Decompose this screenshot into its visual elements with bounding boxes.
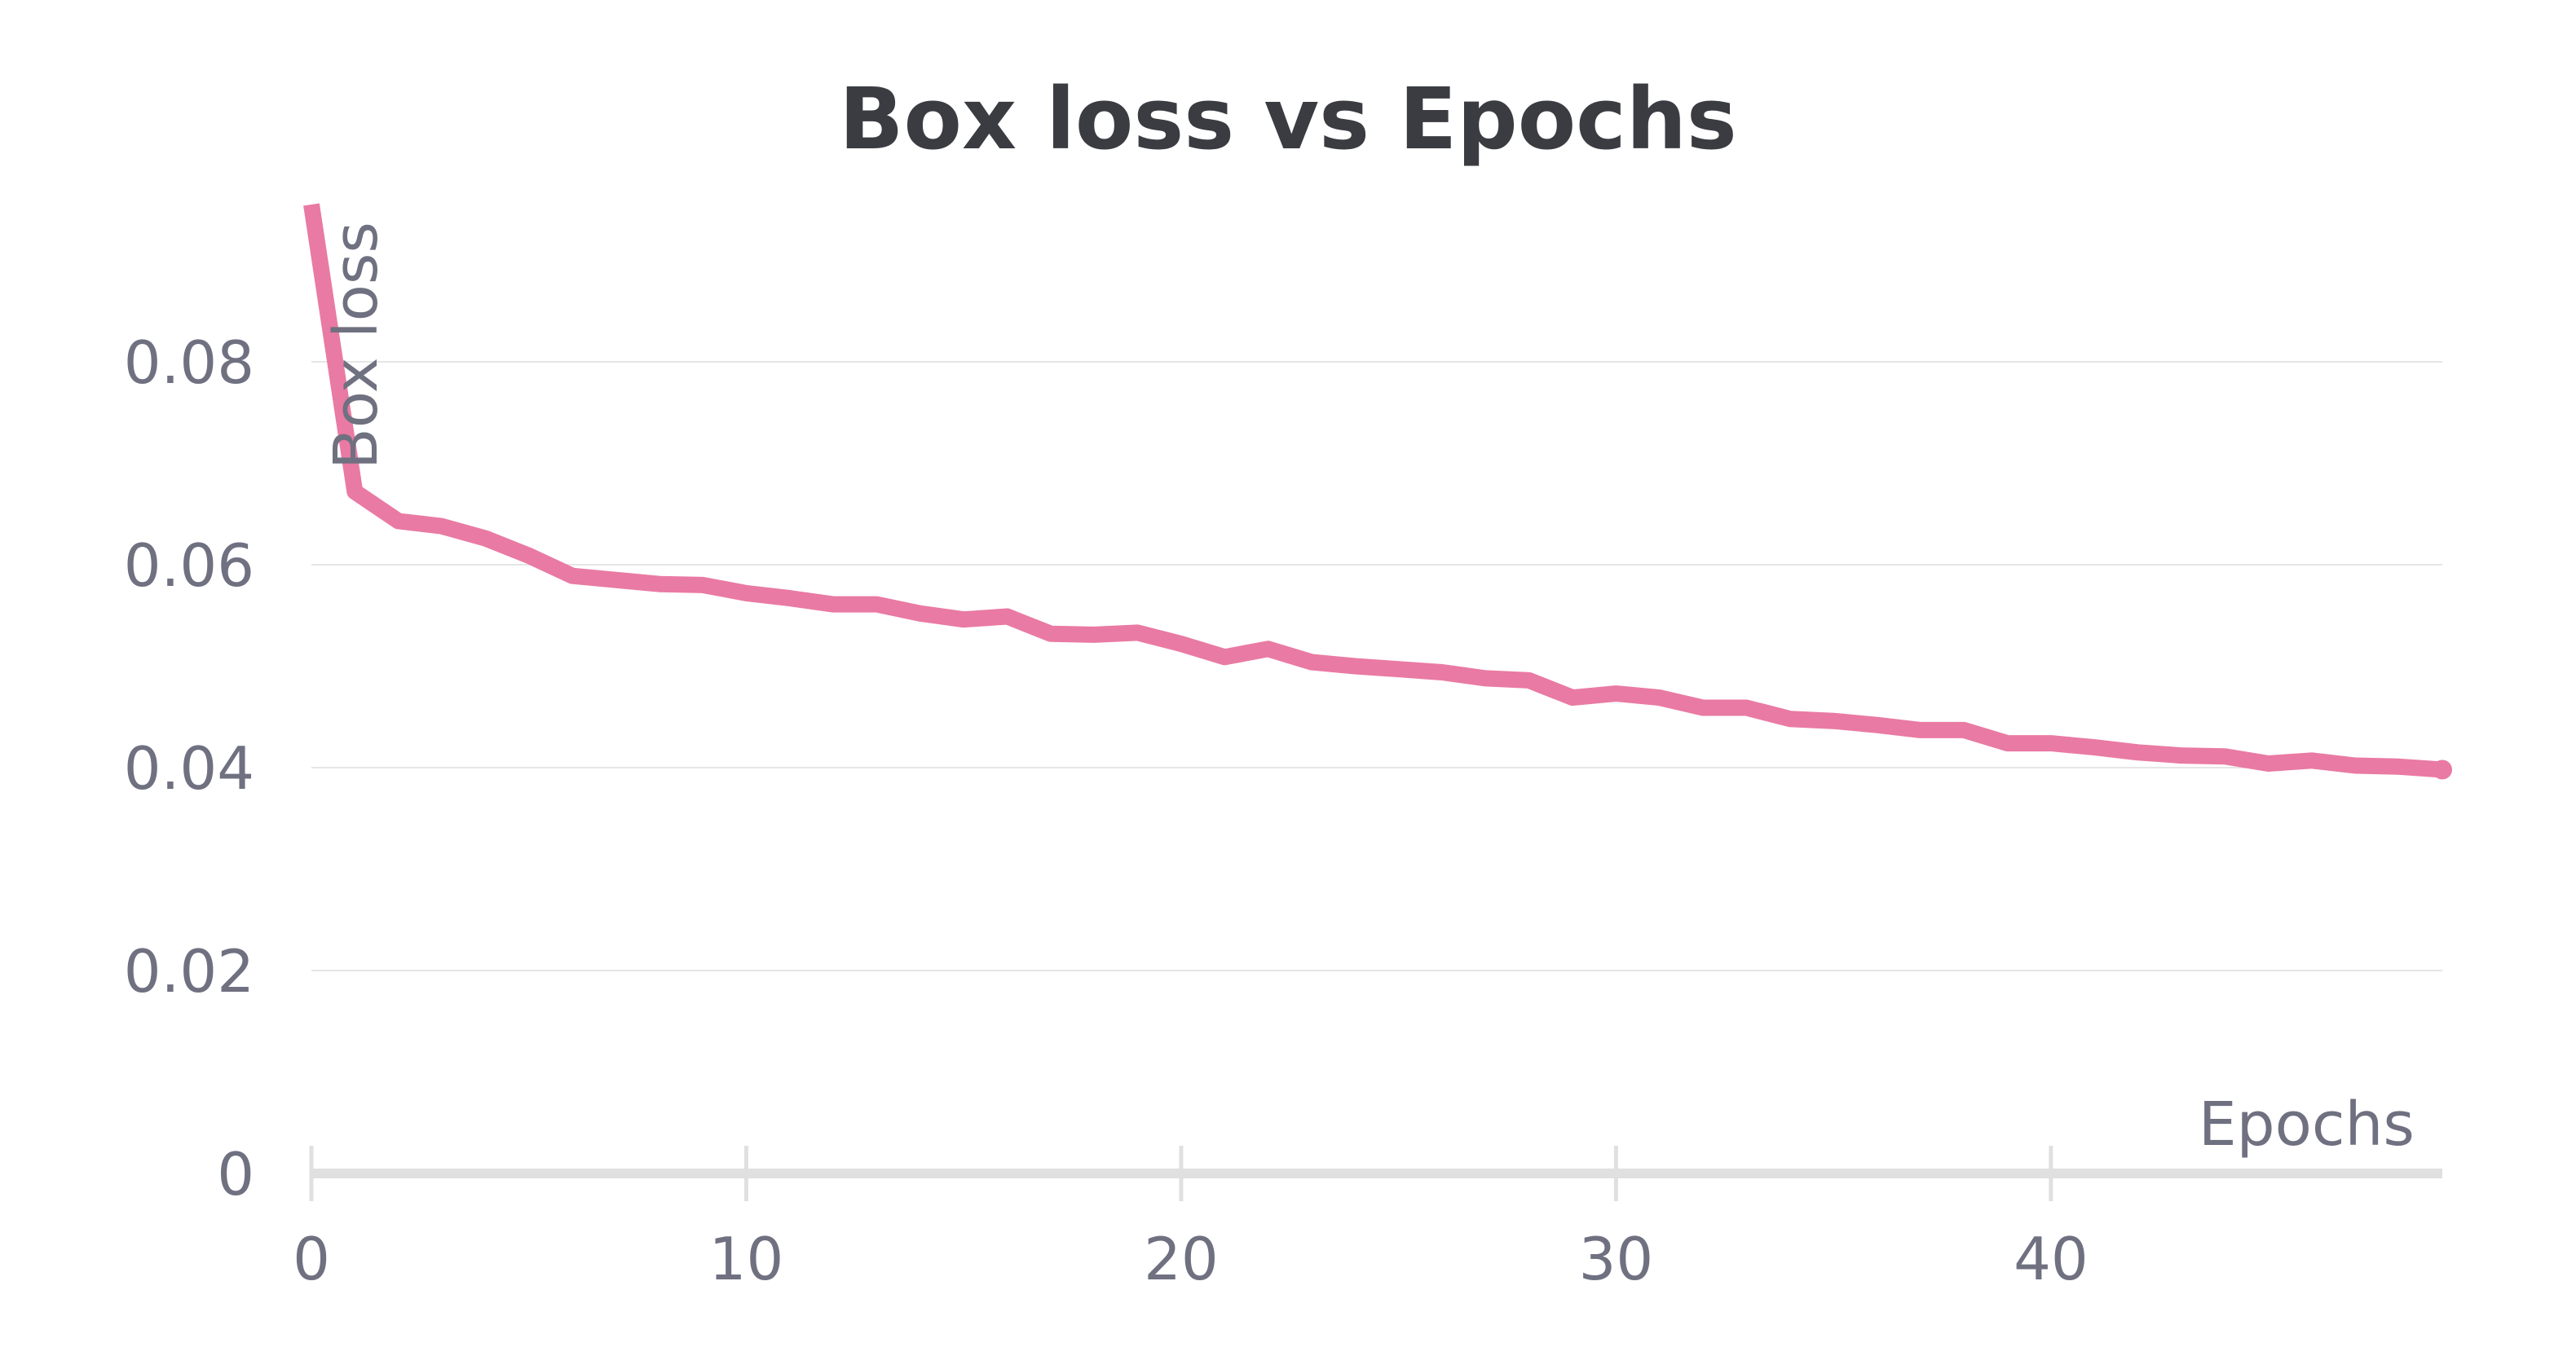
x-axis-ticks: 0 10 20 30 40 <box>293 1146 2089 1293</box>
y-tick-label: 0.02 <box>124 937 254 1006</box>
chart-title: Box loss vs Epochs <box>839 69 1737 169</box>
series-line <box>303 203 2443 778</box>
x-tick-label: 0 <box>293 1225 330 1293</box>
x-tick-label: 20 <box>1144 1225 1219 1293</box>
x-tick-label: 40 <box>2014 1225 2089 1293</box>
y-tick-label: 0.08 <box>124 328 254 397</box>
x-tick-label: 30 <box>1579 1225 1654 1293</box>
grid-lines <box>311 361 2442 971</box>
y-tick-label: 0.06 <box>124 531 254 600</box>
x-tick-label: 10 <box>709 1225 784 1293</box>
series-end-point <box>2433 759 2452 780</box>
y-axis-title: Box loss <box>321 222 391 469</box>
x-axis-title: Epochs <box>2199 1090 2415 1160</box>
series-layer <box>303 203 2452 780</box>
y-tick-label: 0.04 <box>124 734 254 803</box>
y-axis: 0 0.02 0.04 0.06 0.08 <box>124 328 254 1209</box>
y-tick-label: 0 <box>217 1140 254 1209</box>
